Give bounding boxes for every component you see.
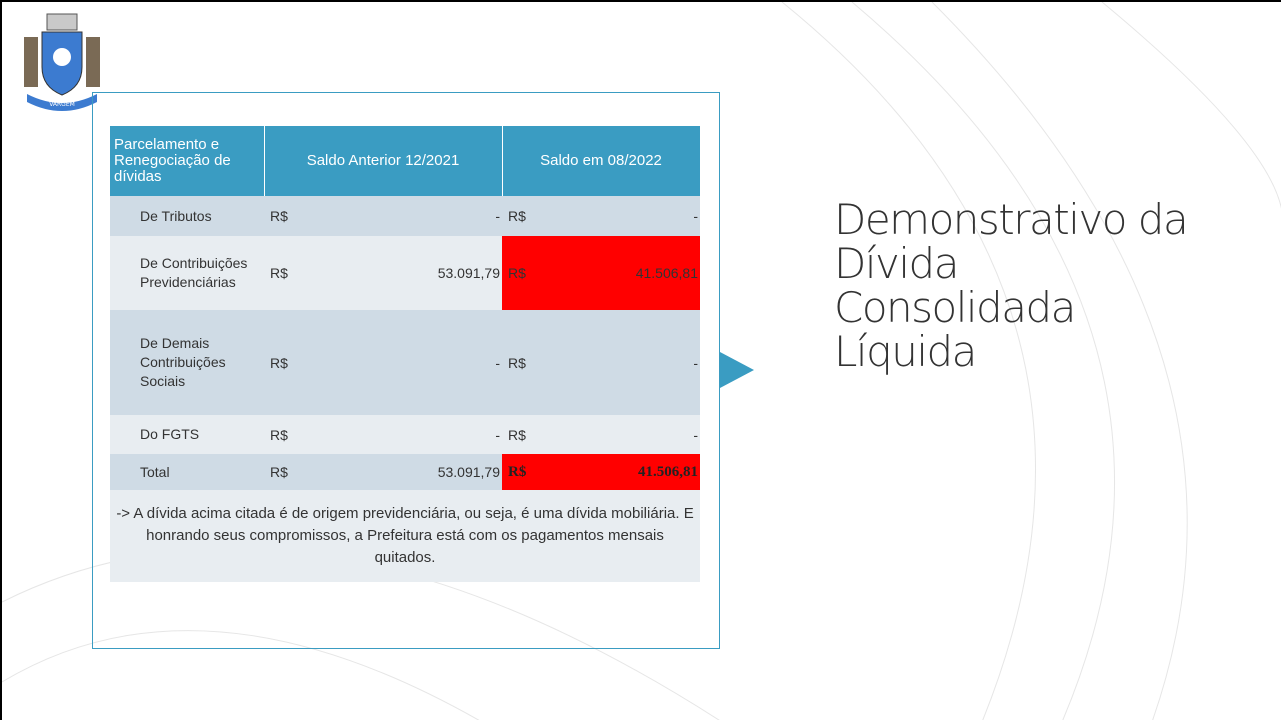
logo: VARGEM	[24, 13, 100, 111]
header-cell: Saldo em 08/2022	[502, 126, 701, 196]
header-cell: Saldo Anterior 12/2021	[264, 126, 503, 196]
header-cell: Parcelamento e Renegociação de dívidas	[110, 126, 265, 196]
table-cell: Total	[110, 454, 264, 490]
table-cell: -	[304, 415, 502, 454]
table-cell: R$	[264, 310, 304, 415]
table-row: Total R$ 53.091,79 R$ 41.506,81	[110, 454, 701, 490]
table-cell: 53.091,79	[304, 454, 502, 490]
table-cell: R$	[264, 236, 304, 310]
table-row: Do FGTS R$ - R$ -	[110, 415, 701, 454]
table-cell: 41.506,81	[542, 236, 701, 310]
arrow	[720, 352, 754, 388]
table-row: De Tributos R$ - R$ -	[110, 196, 701, 236]
table-cell: R$	[264, 196, 304, 236]
slide-title: Demonstrativo da Dívida Consolidada Líquida	[834, 195, 1189, 376]
title-line: Consolidada	[834, 283, 1076, 332]
panel	[92, 92, 720, 649]
table-cell: De Tributos	[110, 196, 264, 236]
title-line: Líquida	[834, 327, 977, 376]
table-cell: R$	[502, 196, 542, 236]
title-line: Dívida	[834, 239, 959, 288]
logo-text: VARGEM	[49, 101, 75, 108]
table-cell: 41.506,81	[542, 454, 701, 490]
table-cell: -	[304, 310, 502, 415]
table-cell: -	[542, 196, 701, 236]
table-cell: -	[542, 415, 701, 454]
table-cell: R$	[502, 415, 542, 454]
note: -> A dívida acima citada é de origem pre…	[110, 490, 701, 582]
table-cell: R$	[264, 415, 304, 454]
table-cell: Do FGTS	[110, 415, 264, 454]
table-cell: R$	[502, 310, 542, 415]
table-cell: De Demais Contribuições Sociais	[110, 310, 264, 415]
table-cell: R$	[264, 454, 304, 490]
debt-table: Parcelamento e Renegociação de dívidas S…	[110, 126, 701, 582]
table-row: De Contribuições Previdenciárias R$ 53.091…	[110, 236, 701, 310]
table-cell: -	[542, 310, 701, 415]
table-cell: R$	[502, 454, 542, 490]
table-cell: R$	[502, 236, 542, 310]
table-cell: De Contribuições Previdenciárias	[110, 236, 264, 310]
table-cell: 53.091,79	[304, 236, 502, 310]
title-line: Demonstrativo da	[834, 195, 1189, 244]
table-row: De Demais Contribuições Sociais R$ - R$ -	[110, 310, 701, 415]
table-cell: -	[304, 196, 502, 236]
